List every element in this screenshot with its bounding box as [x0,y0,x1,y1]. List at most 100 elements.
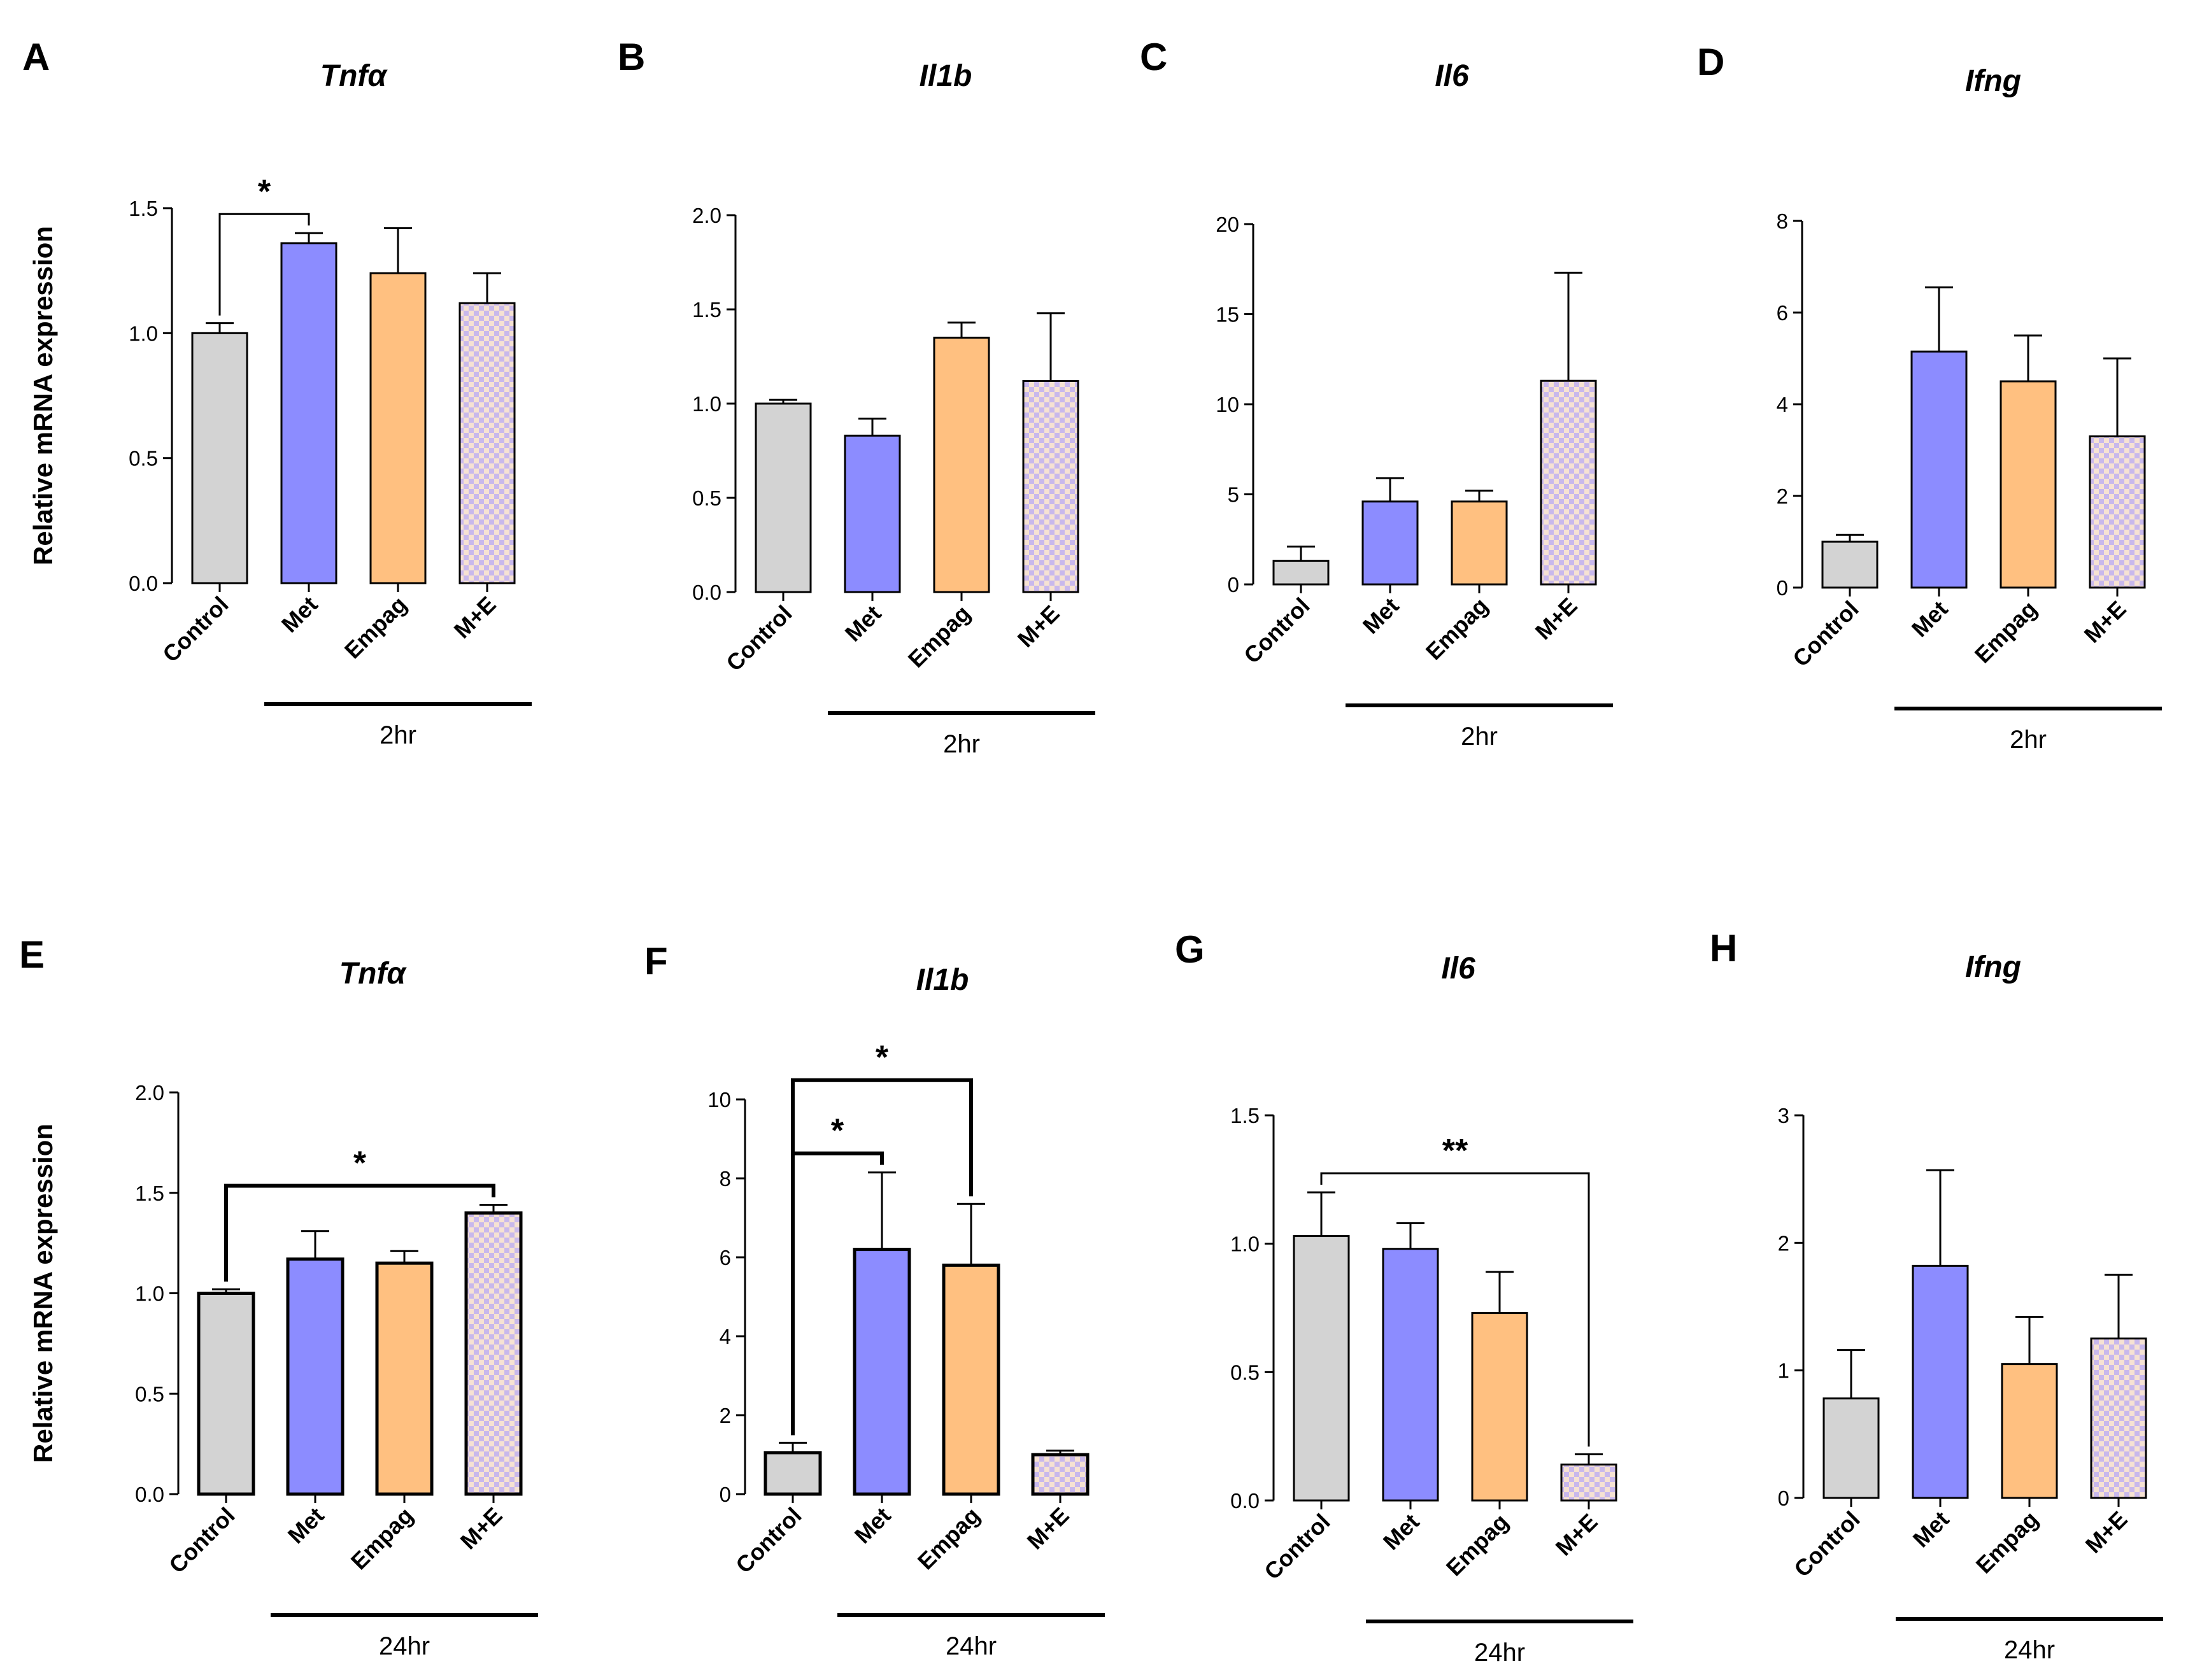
y-tick-label: 8 [720,1167,731,1190]
x-tick-label: M+E [455,1502,508,1555]
y-tick-label: 0.0 [129,572,158,595]
y-tick-label: 2 [1777,484,1788,508]
bar-control [191,332,248,584]
bar-mpluse [1031,1453,1090,1496]
y-tick-label: 8 [1777,209,1788,233]
y-tick-label: 1.0 [692,392,721,416]
x-tick-label: Empag [903,600,976,673]
significance-bracket [224,1183,495,1282]
y-tick-label: 2.0 [135,1081,164,1105]
bar-mpluse [1022,379,1079,593]
y-tick-label: 1.0 [135,1282,164,1306]
bar-empag [369,272,427,584]
bar-mpluse [458,302,516,584]
significance-star: ** [1442,1133,1468,1169]
x-tick-label: Met [1907,596,1953,642]
y-tick-label: 6 [1777,301,1788,325]
x-tick-label: Control [1789,1506,1865,1582]
chart-panel-a: A Tnfα 0.0 0.5 1.0 1.5 Relative mRNA expressio… [22,36,532,749]
y-tick-label: 10 [1216,393,1239,416]
x-tick-label: M+E [2079,596,2131,648]
y-tick-label: 0.5 [692,486,721,510]
time-label: 24hr [946,1632,997,1660]
chart-title: Ifng [1965,64,2021,98]
y-tick-label: 1.5 [129,197,158,220]
y-tick-label: 0.5 [129,447,158,470]
time-label: 24hr [2004,1636,2055,1664]
bar-mpluse [1540,379,1597,586]
x-tick-label: Empag [1421,593,1493,665]
panel-letter: F [644,940,668,982]
panel-letter: C [1140,36,1167,78]
x-tick-label: Met [1358,593,1404,639]
y-tick-label: 0.0 [692,581,721,604]
x-tick-label: M+E [1530,593,1582,645]
significance-star: * [353,1145,367,1182]
y-tick-label: 1.5 [692,298,721,321]
x-tick-label: Empag [339,591,412,664]
y-tick-label: 15 [1216,303,1239,327]
chart-title: Il6 [1435,59,1469,93]
bar-control [1293,1235,1350,1502]
chart-panel-h: H Ifng 0 1 2 3 Control Met Empag M+E 24hr [1710,927,2163,1664]
bar-mpluse [464,1211,523,1496]
x-tick-label: Met [849,1502,896,1549]
y-tick-label: 2 [720,1404,731,1427]
y-tick-label: 3 [1778,1104,1789,1127]
panel-letter: G [1175,928,1205,971]
time-label: 2hr [380,721,416,749]
chart-panel-f: F Il1b 0 2 4 6 8 10 Control Met Empag M+E 24hr * * [644,940,1105,1660]
chart-title: Ifng [1965,950,2021,984]
bar-empag [2001,1363,2058,1499]
y-tick-label: 6 [720,1246,731,1269]
y-tick-label: 0 [1778,1486,1789,1510]
bar-met [280,242,337,584]
x-tick-label: Control [730,1502,806,1578]
y-tick-label: 5 [1228,483,1239,507]
chart-panel-g: G Il6 0.0 0.5 1.0 1.5 Control Met Empag M+E 24hr ** [1175,928,1633,1667]
y-tick-label: 1.0 [129,321,158,345]
significance-bracket [1320,1172,1590,1447]
panel-letter: E [19,933,45,976]
y-tick-label: 20 [1216,213,1239,236]
bar-met [1382,1248,1439,1502]
x-tick-label: Empag [1970,596,2042,668]
y-tick-label: 0.0 [135,1483,164,1506]
significance-star: * [876,1040,889,1076]
chart-title: Il6 [1441,952,1475,985]
bar-met [1912,1264,1969,1499]
bar-empag [942,1263,1000,1496]
x-tick-label: Control [1259,1509,1335,1585]
bar-empag [375,1261,434,1496]
time-label: 2hr [943,730,980,758]
chart-title: Tnfα [339,957,408,991]
x-tick-label: Met [283,1502,329,1549]
time-label: 2hr [1461,723,1498,751]
y-axis-title: Relative mRNA expression [28,1124,58,1463]
x-tick-label: Met [840,600,886,647]
chart-title: Il1b [916,963,969,997]
bar-empag [1999,380,2057,589]
panel-letter: B [618,36,645,78]
x-tick-label: Control [157,591,233,667]
x-tick-label: Empag [913,1502,985,1575]
bar-mpluse [2089,435,2146,589]
chart-panel-b: B Il1b 0.0 0.5 1.0 1.5 2.0 Control Met Empag M+E 2h… [618,36,1095,758]
significance-bracket [791,1078,973,1436]
time-label: 24hr [1474,1639,1525,1667]
bar-mpluse [2090,1338,2147,1499]
bar-control [1821,540,1879,589]
y-tick-label: 0.5 [1230,1360,1260,1384]
bar-met [1910,350,1968,589]
chart-title: Il1b [920,59,972,93]
y-tick-label: 0 [720,1483,731,1506]
y-tick-label: 0 [1228,573,1239,596]
bar-control [764,1451,822,1496]
significance-star: * [258,173,271,210]
bar-empag [933,336,990,593]
bar-met [844,434,901,593]
bar-empag [1471,1312,1528,1502]
x-tick-label: Control [1239,593,1314,668]
x-tick-label: M+E [1551,1509,1603,1561]
